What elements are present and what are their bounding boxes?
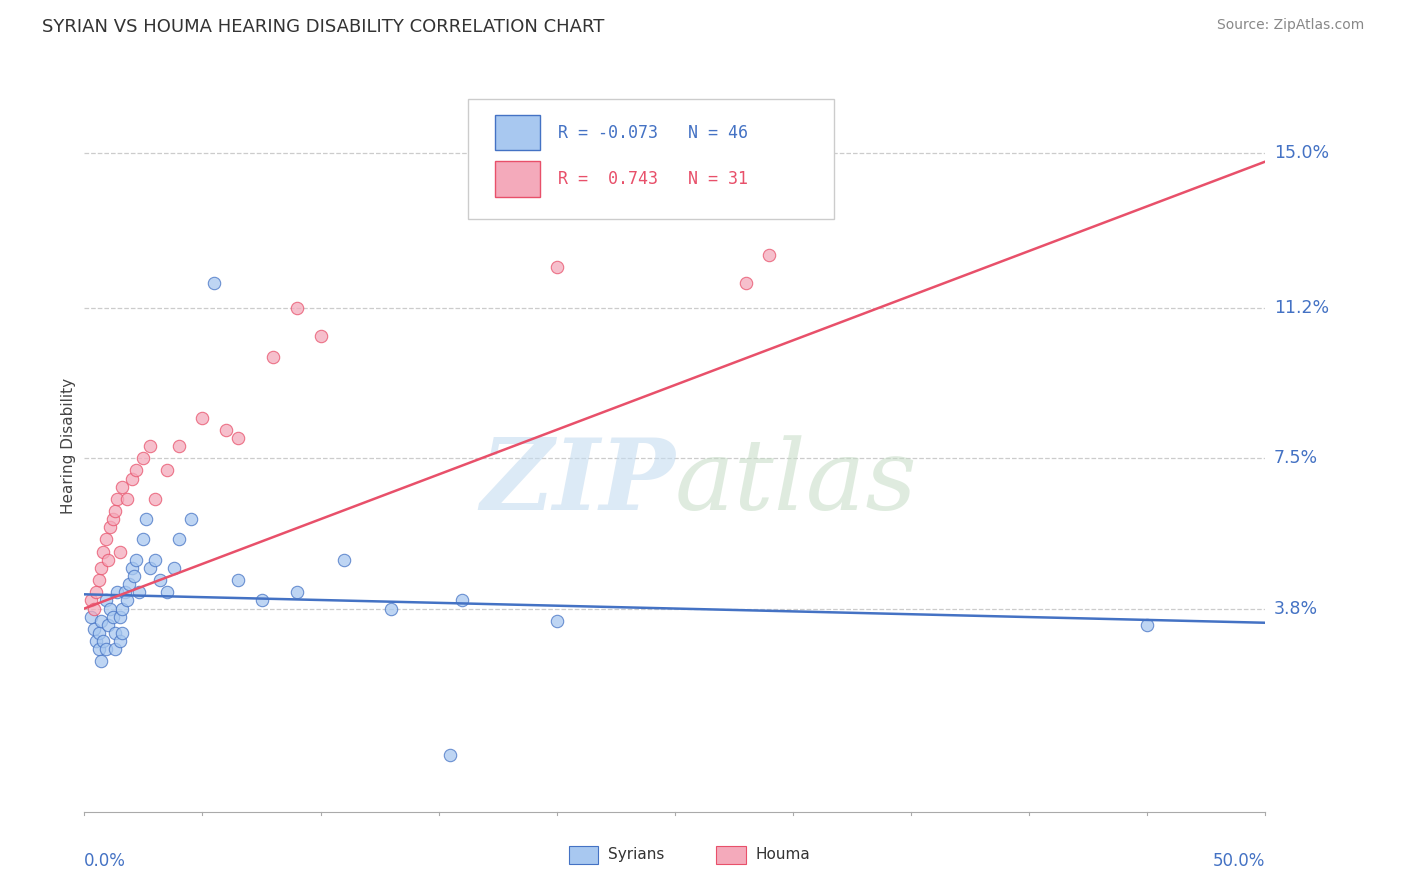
FancyBboxPatch shape [716, 847, 745, 864]
Point [380, 601, 402, 615]
Point [80, 609, 103, 624]
Text: Houma: Houma [755, 847, 810, 863]
Point [546, 614, 568, 628]
Point [139, 439, 162, 453]
Point [87, 573, 110, 587]
Point [128, 585, 150, 599]
Point [83, 622, 105, 636]
Text: ZIP: ZIP [479, 434, 675, 531]
Text: 3.8%: 3.8% [1274, 599, 1317, 617]
Point [84, 585, 107, 599]
Point [734, 277, 756, 291]
FancyBboxPatch shape [495, 115, 540, 151]
Point [309, 329, 332, 343]
Point [758, 248, 780, 262]
Point [285, 301, 308, 315]
Text: 7.5%: 7.5% [1274, 450, 1317, 467]
Point [104, 504, 127, 518]
Point [90, 654, 112, 668]
Point [285, 585, 308, 599]
Point [163, 561, 186, 575]
Point [226, 431, 249, 445]
Point [101, 512, 124, 526]
Point [108, 634, 131, 648]
Point [546, 260, 568, 275]
Point [87, 626, 110, 640]
Text: 0.0%: 0.0% [84, 852, 127, 870]
Point [101, 609, 124, 624]
Point [215, 423, 238, 437]
Text: SYRIAN VS HOUMA HEARING DISABILITY CORRELATION CHART: SYRIAN VS HOUMA HEARING DISABILITY CORRE… [42, 18, 605, 36]
Point [115, 491, 138, 506]
Point [250, 593, 273, 607]
Point [202, 277, 225, 291]
FancyBboxPatch shape [495, 161, 540, 196]
Point [167, 533, 190, 547]
Point [226, 573, 249, 587]
Text: 50.0%: 50.0% [1213, 852, 1265, 870]
Text: R =  0.743   N = 31: R = 0.743 N = 31 [558, 170, 748, 188]
Text: 15.0%: 15.0% [1274, 145, 1329, 162]
Point [94, 533, 117, 547]
Point [156, 585, 179, 599]
Text: atlas: atlas [675, 435, 918, 530]
Point [98, 520, 121, 534]
Point [91, 544, 114, 558]
Point [90, 614, 112, 628]
Text: Source: ZipAtlas.com: Source: ZipAtlas.com [1216, 18, 1364, 32]
Point [191, 410, 214, 425]
Point [135, 512, 157, 526]
Point [439, 747, 461, 762]
Point [114, 585, 136, 599]
Point [108, 544, 131, 558]
Point [108, 609, 131, 624]
Point [167, 439, 190, 453]
Point [132, 451, 155, 466]
Point [125, 553, 148, 567]
Point [104, 642, 127, 657]
Point [122, 569, 145, 583]
Point [262, 350, 284, 364]
Point [94, 642, 117, 657]
Point [97, 553, 120, 567]
Y-axis label: Hearing Disability: Hearing Disability [60, 378, 76, 514]
Point [111, 480, 134, 494]
Point [107, 585, 129, 599]
FancyBboxPatch shape [568, 847, 598, 864]
Text: Syrians: Syrians [607, 847, 664, 863]
Point [115, 593, 138, 607]
Point [84, 634, 107, 648]
Point [132, 533, 155, 547]
Point [451, 593, 474, 607]
Text: 11.2%: 11.2% [1274, 299, 1329, 317]
Point [156, 463, 179, 477]
Point [97, 617, 120, 632]
Point [121, 471, 143, 485]
Point [107, 491, 129, 506]
Point [125, 463, 148, 477]
Point [104, 626, 127, 640]
Point [333, 553, 356, 567]
Point [143, 491, 166, 506]
Point [118, 577, 141, 591]
Text: R = -0.073   N = 46: R = -0.073 N = 46 [558, 124, 748, 142]
Point [139, 561, 162, 575]
Point [1136, 617, 1159, 632]
Point [111, 601, 134, 615]
Point [98, 601, 121, 615]
Point [80, 593, 103, 607]
Point [121, 561, 143, 575]
Point [87, 642, 110, 657]
Point [94, 593, 117, 607]
Point [91, 634, 114, 648]
Point [180, 512, 202, 526]
Point [143, 553, 166, 567]
Point [111, 626, 134, 640]
FancyBboxPatch shape [468, 99, 834, 219]
Point [83, 601, 105, 615]
Point [149, 573, 172, 587]
Point [90, 561, 112, 575]
